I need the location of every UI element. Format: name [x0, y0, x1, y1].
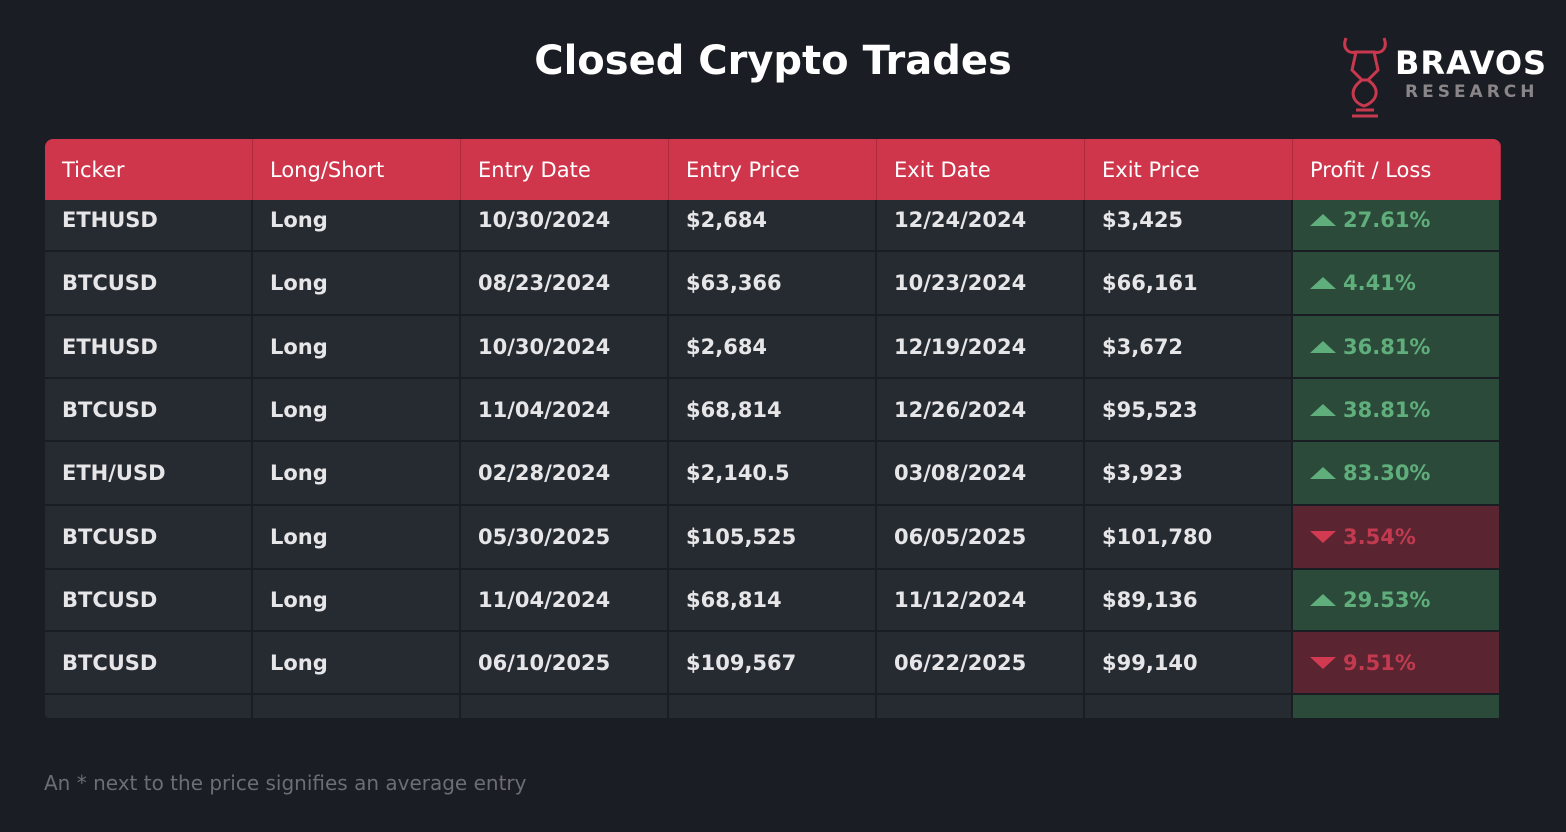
up-arrow [1310, 594, 1336, 606]
column-header: Entry Date [461, 139, 669, 200]
row-cell: Long [253, 570, 461, 632]
profit-loss-cell: 9.51% [1293, 632, 1501, 695]
row-cell: $109,567 [669, 632, 877, 695]
row-cell: $95,523 [1085, 379, 1293, 442]
row-cell: BTCUSD [45, 379, 253, 442]
up-arrow [1310, 340, 1336, 353]
row-cell: 11/04/2024 [461, 379, 669, 442]
down-arrow [1310, 656, 1336, 669]
row-cell: BTCUSD [45, 506, 253, 570]
profit-loss-value: 36.81% [1343, 334, 1431, 359]
row-cell: ETHUSD [45, 200, 253, 252]
trades-table: Ticker Long/Short Entry Date Entry Price Exi… [45, 139, 1501, 718]
up-arrow [1310, 277, 1336, 289]
footnote: An * next to the price signifies an aver… [44, 771, 527, 795]
row-cell: 12/26/2024 [877, 379, 1085, 442]
row-cell: 06/05/2025 [877, 506, 1085, 570]
profit-loss-cell: 36.81% [1293, 316, 1501, 379]
row-cell: $105,525 [669, 506, 877, 570]
row-cell [253, 695, 461, 718]
row-cell: 11/04/2024 [461, 570, 669, 632]
profit-loss-value: 29.53% [1343, 588, 1431, 612]
row-cell: $68,814 [669, 570, 877, 632]
column-header: Entry Price [669, 139, 877, 200]
row-cell: 10/23/2024 [877, 252, 1085, 316]
profit-loss-value: 3.54% [1343, 525, 1416, 549]
profit-loss-value: 27.61% [1343, 208, 1431, 232]
up-arrow [1310, 403, 1336, 416]
row-cell: BTCUSD [45, 252, 253, 316]
row-cell: $99,140 [1085, 632, 1293, 695]
title: Closed Crypto Trades [534, 38, 1012, 84]
up-arrow [1310, 467, 1336, 479]
profit-loss-value: 9.51% [1343, 650, 1416, 675]
profit-loss-cell: 4.41% [1293, 252, 1501, 316]
profit-loss-cell: 27.61% [1293, 200, 1501, 252]
row-cell: 12/24/2024 [877, 200, 1085, 252]
up-arrow [1310, 214, 1336, 226]
row-cell: 06/10/2025 [461, 632, 669, 695]
row-cell [461, 695, 669, 718]
column-header: Profit / Loss [1293, 139, 1501, 200]
row-cell [1085, 695, 1293, 718]
row-cell: $3,923 [1085, 442, 1293, 506]
down-arrow [1310, 531, 1336, 543]
row-cell: Long [253, 379, 461, 442]
row-cell: Long [253, 506, 461, 570]
row-cell: 12/19/2024 [877, 316, 1085, 379]
row-cell: 11/12/2024 [877, 570, 1085, 632]
row-cell: $2,140.5 [669, 442, 877, 506]
row-cell: $68,814 [669, 379, 877, 442]
profit-loss-value: 4.41% [1343, 271, 1416, 295]
profit-loss-value: 83.30% [1343, 461, 1431, 485]
row-cell: BTCUSD [45, 570, 253, 632]
row-cell: 10/30/2024 [461, 200, 669, 252]
row-cell [669, 695, 877, 718]
row-cell: $101,780 [1085, 506, 1293, 570]
column-header: Exit Date [877, 139, 1085, 200]
row-cell: Long [253, 200, 461, 252]
row-cell: 05/30/2025 [461, 506, 669, 570]
brand-sub: RESEARCH [1405, 82, 1539, 102]
profit-loss-cell: 29.53% [1293, 570, 1501, 632]
row-cell: $63,366 [669, 252, 877, 316]
column-header: Exit Price [1085, 139, 1293, 200]
profit-loss-cell: 38.81% [1293, 379, 1501, 442]
row-cell: ETHUSD [45, 316, 253, 379]
row-cell: Long [253, 316, 461, 379]
row-cell: $3,672 [1085, 316, 1293, 379]
row-cell: Long [253, 442, 461, 506]
logo-icon [1343, 37, 1387, 118]
column-header: Long/Short [253, 139, 461, 200]
row-cell: $89,136 [1085, 570, 1293, 632]
profit-loss-value: 38.81% [1343, 397, 1431, 422]
row-cell: ETH/USD [45, 442, 253, 506]
row-cell: 10/30/2024 [461, 316, 669, 379]
row-cell: 02/28/2024 [461, 442, 669, 506]
row-cell: BTCUSD [45, 632, 253, 695]
row-cell: 03/08/2024 [877, 442, 1085, 506]
row-cell: Long [253, 632, 461, 695]
row-cell: $66,161 [1085, 252, 1293, 316]
profit-loss-cell: 3.54% [1293, 506, 1501, 570]
row-cell: 08/23/2024 [461, 252, 669, 316]
column-header: Ticker [45, 139, 253, 200]
row-cell: Long [253, 252, 461, 316]
row-cell: $2,684 [669, 316, 877, 379]
row-cell: $3,425 [1085, 200, 1293, 252]
row-cell [1293, 695, 1501, 718]
row-cell: 06/22/2025 [877, 632, 1085, 695]
row-cell: $2,684 [669, 200, 877, 252]
row-cell [45, 695, 253, 718]
brand: BRAVOS [1395, 44, 1548, 82]
profit-loss-cell: 83.30% [1293, 442, 1501, 506]
row-cell [877, 695, 1085, 718]
